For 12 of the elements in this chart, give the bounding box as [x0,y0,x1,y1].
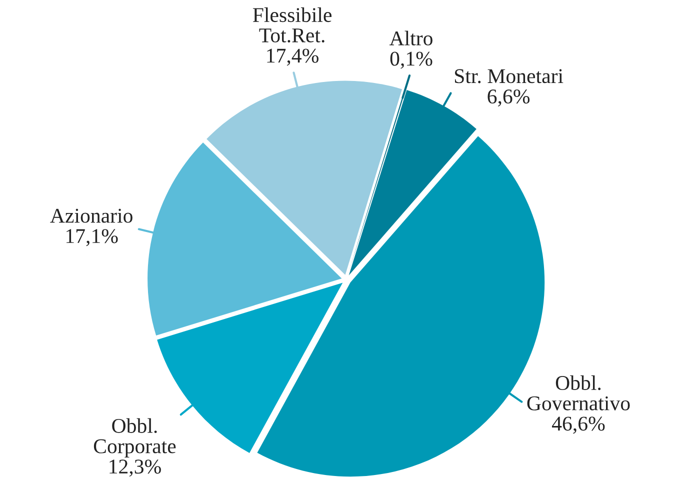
data-label: 17,4% [267,48,318,66]
data-label: 12,3% [110,460,161,477]
data-label: 17,1% [66,229,118,246]
slice-label: Altro [389,30,432,46]
data-label: 46,6% [552,416,605,434]
data-label: 6,6% [488,89,530,107]
slice-label: Azionario [50,208,132,223]
slice-label: Str. Monetari [454,69,564,84]
slice-label: Obbl. Governativo [527,375,630,410]
slice-label: Obbl. Corporate [94,418,176,458]
data-label: 0,1% [390,52,432,69]
slice-label: Flessibile Tot.Ret. [252,7,332,43]
